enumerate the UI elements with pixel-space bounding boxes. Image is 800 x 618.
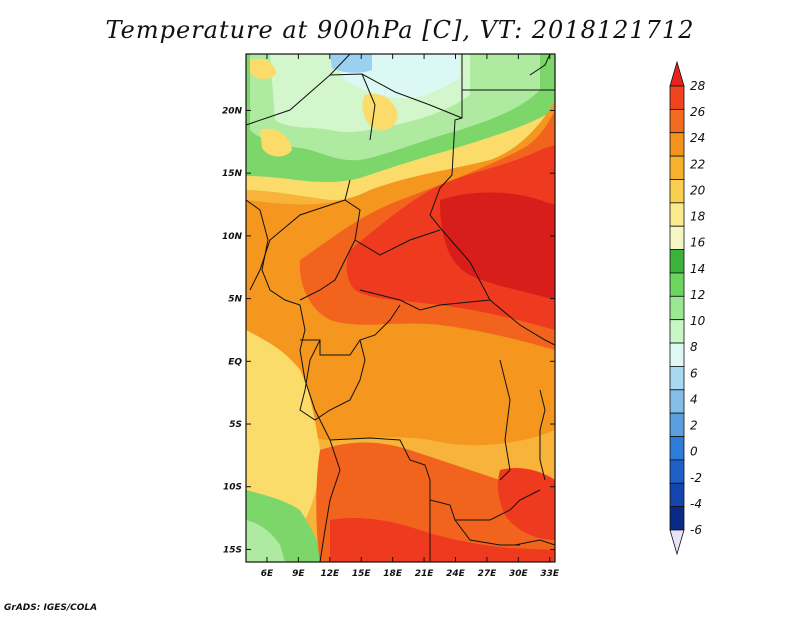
colorbar-label: 22 <box>690 157 705 171</box>
lat-tick-label: EQ <box>228 357 242 367</box>
colorbar-swatch <box>669 342 685 367</box>
colorbar-swatch <box>669 155 685 180</box>
colorbar-swatch <box>669 295 685 321</box>
lon-tick-label: 21E <box>415 569 435 579</box>
colorbar-swatch <box>669 506 685 531</box>
colorbar-label: 4 <box>690 392 698 406</box>
colorbar-label: 16 <box>690 236 706 250</box>
field-yellow-spot-2 <box>260 128 292 157</box>
colorbar-swatch <box>669 249 685 274</box>
colorbar-swatch <box>669 132 685 157</box>
lon-tick-label: 33E <box>540 569 560 579</box>
colorbar-label: 24 <box>690 131 705 145</box>
temperature-field <box>246 54 555 562</box>
colorbar-label: 20 <box>690 183 706 197</box>
lat-tick-label: 10N <box>222 232 243 242</box>
lon-tick-label: 18E <box>383 569 403 579</box>
field-red-dark <box>440 192 555 300</box>
lat-tick-label: 20N <box>222 106 243 116</box>
map-frame <box>245 53 556 563</box>
colorbar-swatch <box>669 179 685 204</box>
colorbar-swatch <box>669 482 685 508</box>
colorbar-label: 14 <box>690 262 705 276</box>
coastline <box>246 199 341 562</box>
colorbar-swatch <box>669 85 685 110</box>
lon-tick-label: 15E <box>352 569 372 579</box>
colorbar-swatch <box>669 319 685 344</box>
colorbar-label: 2 <box>690 419 698 433</box>
field-east-lake-orange <box>497 359 520 440</box>
lon-tick-label: 27E <box>478 569 498 579</box>
colorbar-swatch <box>669 459 685 484</box>
credit-footer: GrADS: IGES/COLA <box>4 603 98 613</box>
lon-tick-label: 12E <box>320 569 340 579</box>
lon-tick-label: 6E <box>261 569 274 579</box>
colorbar-swatch <box>669 412 685 437</box>
field-yellow-spot-1 <box>362 93 398 131</box>
colorbar-swatch <box>669 366 685 391</box>
colorbar-swatch <box>669 389 685 414</box>
country-boundaries <box>246 54 555 562</box>
field-light-green-southwest <box>246 520 285 562</box>
colorbar-swatch <box>669 225 685 250</box>
field-south-red <box>330 518 555 562</box>
colorbar-swatch <box>669 108 685 134</box>
colorbar-swatch <box>669 272 685 297</box>
colorbar-over-triangle <box>669 60 685 87</box>
map-axes: 6E 9E 12E 15E 18E 21E 24E 27E 30E 33E 20N 15N 10N 5N E… <box>222 54 560 579</box>
colorbar-label: 26 <box>690 105 706 119</box>
colorbar-label: 12 <box>690 288 705 302</box>
colorbar-swatch <box>669 436 685 461</box>
lat-tick-label: 15N <box>222 169 243 179</box>
colorbar-label: 10 <box>690 314 706 328</box>
colorbar-label: -6 <box>690 523 702 537</box>
lat-tick-label: 10S <box>223 483 242 493</box>
map-title: Temperature at 900hPa [C], VT: 201812171… <box>105 16 695 44</box>
colorbar-label: 8 <box>690 340 698 354</box>
lon-tick-label: 24E <box>446 569 466 579</box>
field-southeast-red <box>497 468 555 540</box>
lat-tick-label: 15S <box>223 545 242 555</box>
lat-tick-label: 5N <box>228 295 242 305</box>
lon-tick-label: 30E <box>509 569 529 579</box>
lon-tick-label: 9E <box>292 569 305 579</box>
colorbar-under-triangle <box>669 529 685 556</box>
field-yellow-spot-3 <box>250 58 276 80</box>
colorbar-label: 6 <box>690 366 698 380</box>
colorbar-label: -2 <box>690 471 702 485</box>
lat-tick-label: 5S <box>229 420 242 430</box>
colorbar-label: 28 <box>690 79 706 93</box>
colorbar-label: 0 <box>690 445 698 459</box>
colorbar-swatch <box>669 202 685 227</box>
colorbar-label: -4 <box>690 497 702 511</box>
colorbar-label: 18 <box>690 210 706 224</box>
